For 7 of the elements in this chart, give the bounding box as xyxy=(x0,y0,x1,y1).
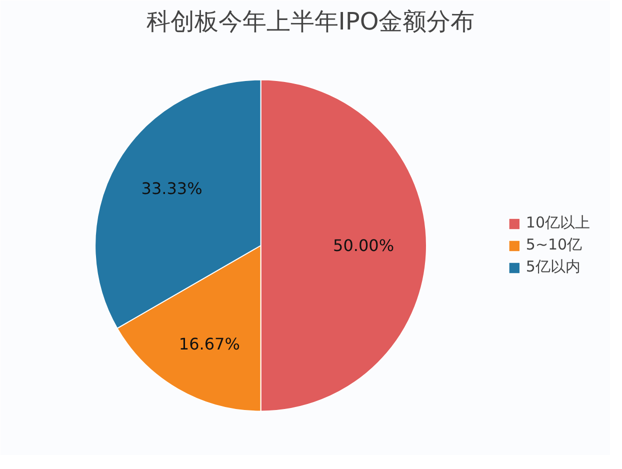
legend-label: 5亿以内 xyxy=(526,258,580,276)
legend-label: 10亿以上 xyxy=(526,214,590,232)
chart-title: 科创板今年上半年IPO金额分布 xyxy=(146,8,475,36)
data-label: 33.33% xyxy=(141,179,202,198)
data-label: 50.00% xyxy=(333,236,394,255)
legend-label: 5~10亿 xyxy=(526,236,582,254)
data-label: 16.67% xyxy=(178,334,240,354)
